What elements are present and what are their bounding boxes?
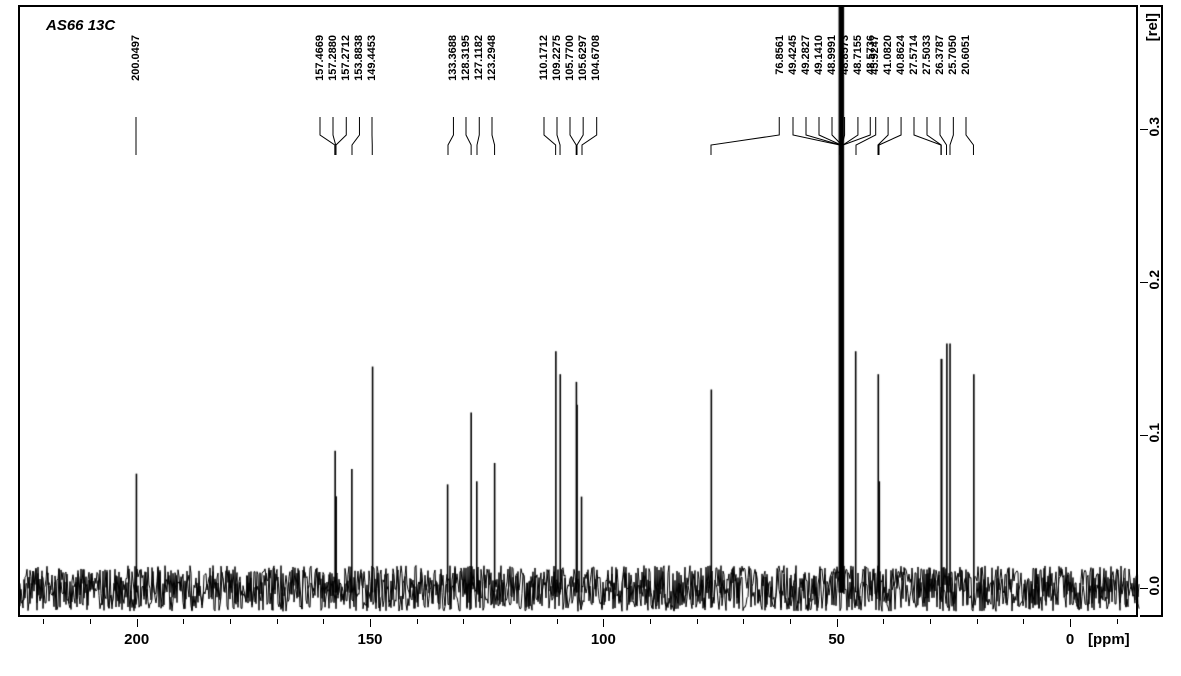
xaxis-minor-tick <box>977 619 978 624</box>
xaxis-tick <box>603 619 604 627</box>
peak-label: 41.0820 <box>882 35 894 75</box>
yaxis-area: 0.0 0.1 0.2 0.3 [rel] <box>1140 5 1163 617</box>
peak-label: 128.3195 <box>460 35 472 81</box>
xaxis-minor-tick <box>43 619 44 624</box>
yaxis-title: [rel] <box>1144 13 1161 41</box>
peak-label: 45.9247 <box>869 35 881 75</box>
xaxis-label: 200 <box>124 631 149 648</box>
peak-label: 123.2948 <box>486 35 498 81</box>
peak-label: 40.8624 <box>895 35 907 75</box>
peak-label: 49.4245 <box>787 35 799 75</box>
xaxis-tick <box>137 619 138 627</box>
xaxis-minor-tick <box>1117 619 1118 624</box>
xaxis-tick <box>1070 619 1071 627</box>
peak-label: 49.1410 <box>813 35 825 75</box>
peak-label: 157.2880 <box>327 35 339 81</box>
xaxis-minor-tick <box>930 619 931 624</box>
peak-label: 76.8561 <box>774 35 786 75</box>
peak-label: 48.9991 <box>826 35 838 75</box>
peak-label: 20.6051 <box>960 35 972 75</box>
xaxis-minor-tick <box>90 619 91 624</box>
peak-label: 48.8573 <box>839 35 851 75</box>
peak-label: 109.2275 <box>551 35 563 81</box>
peak-label: 27.5033 <box>921 35 933 75</box>
peak-label: 153.8838 <box>353 35 365 81</box>
xaxis-minor-tick <box>557 619 558 624</box>
peak-label: 49.2827 <box>800 35 812 75</box>
xaxis-label: 100 <box>591 631 616 648</box>
peak-label: 157.2712 <box>340 35 352 81</box>
xaxis-minor-tick <box>743 619 744 624</box>
peak-label: 26.3787 <box>934 35 946 75</box>
peak-label: 149.4453 <box>366 35 378 81</box>
yaxis-label: 0.3 <box>1146 117 1162 136</box>
yaxis-label: 0.2 <box>1146 270 1162 289</box>
xaxis-minor-tick <box>697 619 698 624</box>
nmr-plot-area: AS66 13C 200.0497157.4669157.2880157.271… <box>18 5 1138 617</box>
xaxis-minor-tick <box>277 619 278 624</box>
peak-label: 127.1182 <box>473 35 485 80</box>
yaxis-label: 0.0 <box>1146 576 1162 595</box>
xaxis-minor-tick <box>183 619 184 624</box>
xaxis-minor-tick <box>417 619 418 624</box>
xaxis-minor-tick <box>883 619 884 624</box>
peak-label: 157.4669 <box>314 35 326 81</box>
peak-label: 104.6708 <box>590 35 602 81</box>
xaxis-minor-tick <box>230 619 231 624</box>
xaxis-title: [ppm] <box>1088 631 1130 648</box>
xaxis-minor-tick <box>463 619 464 624</box>
xaxis-minor-tick <box>650 619 651 624</box>
xaxis-label: 0 <box>1066 631 1074 648</box>
xaxis-tick <box>837 619 838 627</box>
xaxis-minor-tick <box>510 619 511 624</box>
peak-label: 200.0497 <box>130 35 142 81</box>
xaxis-minor-tick <box>323 619 324 624</box>
peak-label: 25.7050 <box>947 35 959 75</box>
spectrum-canvas <box>20 7 1140 619</box>
yaxis-label: 0.1 <box>1146 423 1162 442</box>
peak-label: 110.1712 <box>538 35 550 80</box>
xaxis-minor-tick <box>790 619 791 624</box>
xaxis-label: 150 <box>357 631 382 648</box>
peak-label: 27.5714 <box>908 35 920 75</box>
peak-label: 48.7155 <box>852 35 864 75</box>
peak-label: 105.6297 <box>577 35 589 81</box>
xaxis-minor-tick <box>1023 619 1024 624</box>
peak-label: 133.3688 <box>447 35 459 81</box>
peak-label: 105.7700 <box>564 35 576 81</box>
xaxis-tick <box>370 619 371 627</box>
xaxis-label: 50 <box>828 631 845 648</box>
